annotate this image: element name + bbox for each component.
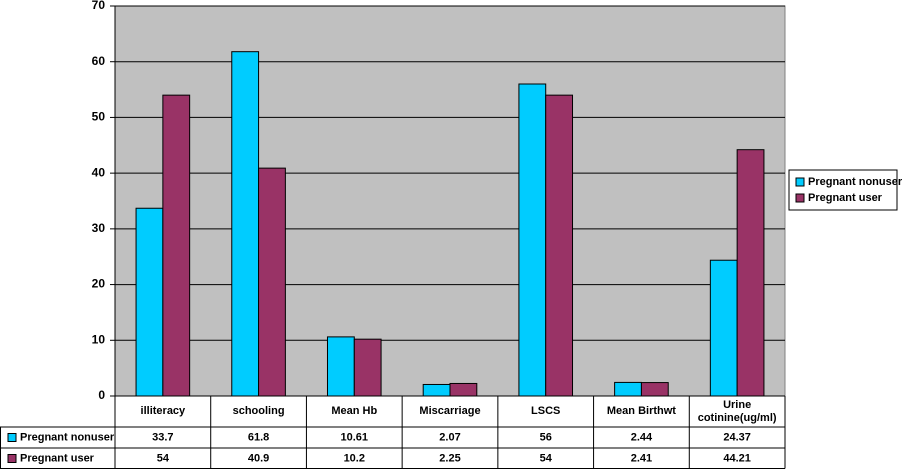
- y-tick-label: 50: [92, 110, 106, 124]
- x-tick-label: Mean Hb: [331, 405, 377, 417]
- table-value: 2.07: [439, 431, 460, 443]
- bar: [518, 83, 547, 397]
- bar: [326, 336, 355, 397]
- table-value: 44.21: [723, 452, 751, 464]
- plot-area: [114, 5, 786, 397]
- table-series-label: Pregnant user: [20, 452, 95, 464]
- y-tick-label: 30: [92, 221, 106, 235]
- table-value: 10.2: [344, 452, 365, 464]
- table-value: 10.61: [341, 431, 369, 443]
- table-key: [7, 433, 17, 442]
- table-value: 33.7: [152, 431, 173, 443]
- table-series-label: Pregnant nonuser: [20, 431, 115, 443]
- y-tick-label: 60: [92, 54, 106, 68]
- x-tick-label-line: Urine: [723, 399, 751, 411]
- y-tick-label: 40: [92, 165, 106, 179]
- table-value: 61.8: [248, 431, 269, 443]
- table-value: 2.41: [631, 452, 652, 464]
- x-tick-label: Miscarriage: [419, 405, 480, 417]
- x-tick-label: Mean Birthwt: [607, 405, 676, 417]
- bar: [231, 51, 260, 397]
- table-key: [7, 454, 17, 463]
- legend-label: Pregnant nonuser: [808, 176, 902, 188]
- bar: [736, 149, 765, 397]
- bar: [422, 383, 451, 397]
- table-value: 2.25: [439, 452, 460, 464]
- legend-box: [788, 169, 898, 211]
- table-value: 56: [540, 431, 552, 443]
- bar: [545, 94, 574, 397]
- x-tick-label: LSCS: [531, 405, 560, 417]
- y-tick-label: 20: [92, 277, 106, 291]
- bar: [353, 338, 382, 397]
- bar: [162, 94, 191, 397]
- legend-key: [795, 177, 805, 187]
- legend-label: Pregnant user: [808, 192, 883, 204]
- x-tick-label: illiteracy: [141, 405, 187, 417]
- x-tick-label-line: cotinine(ug/ml): [698, 412, 777, 424]
- x-tick-label: schooling: [233, 405, 285, 417]
- table-value: 24.37: [723, 431, 751, 443]
- table-value: 40.9: [248, 452, 269, 464]
- table-value: 2.44: [631, 431, 653, 443]
- legend-key: [795, 193, 805, 203]
- table-value: 54: [157, 452, 170, 464]
- bar: [449, 382, 478, 397]
- y-tick-label: 70: [92, 0, 106, 12]
- x-tick-label: Urine cotinine(ug/ml): [698, 399, 777, 424]
- y-tick-label: 10: [92, 332, 106, 346]
- bar: [709, 259, 738, 397]
- bar: [614, 381, 642, 397]
- y-tick-label: 0: [98, 388, 105, 402]
- bar: [640, 382, 669, 397]
- bar: [258, 167, 286, 397]
- bar: [135, 207, 164, 397]
- table-value: 54: [540, 452, 553, 464]
